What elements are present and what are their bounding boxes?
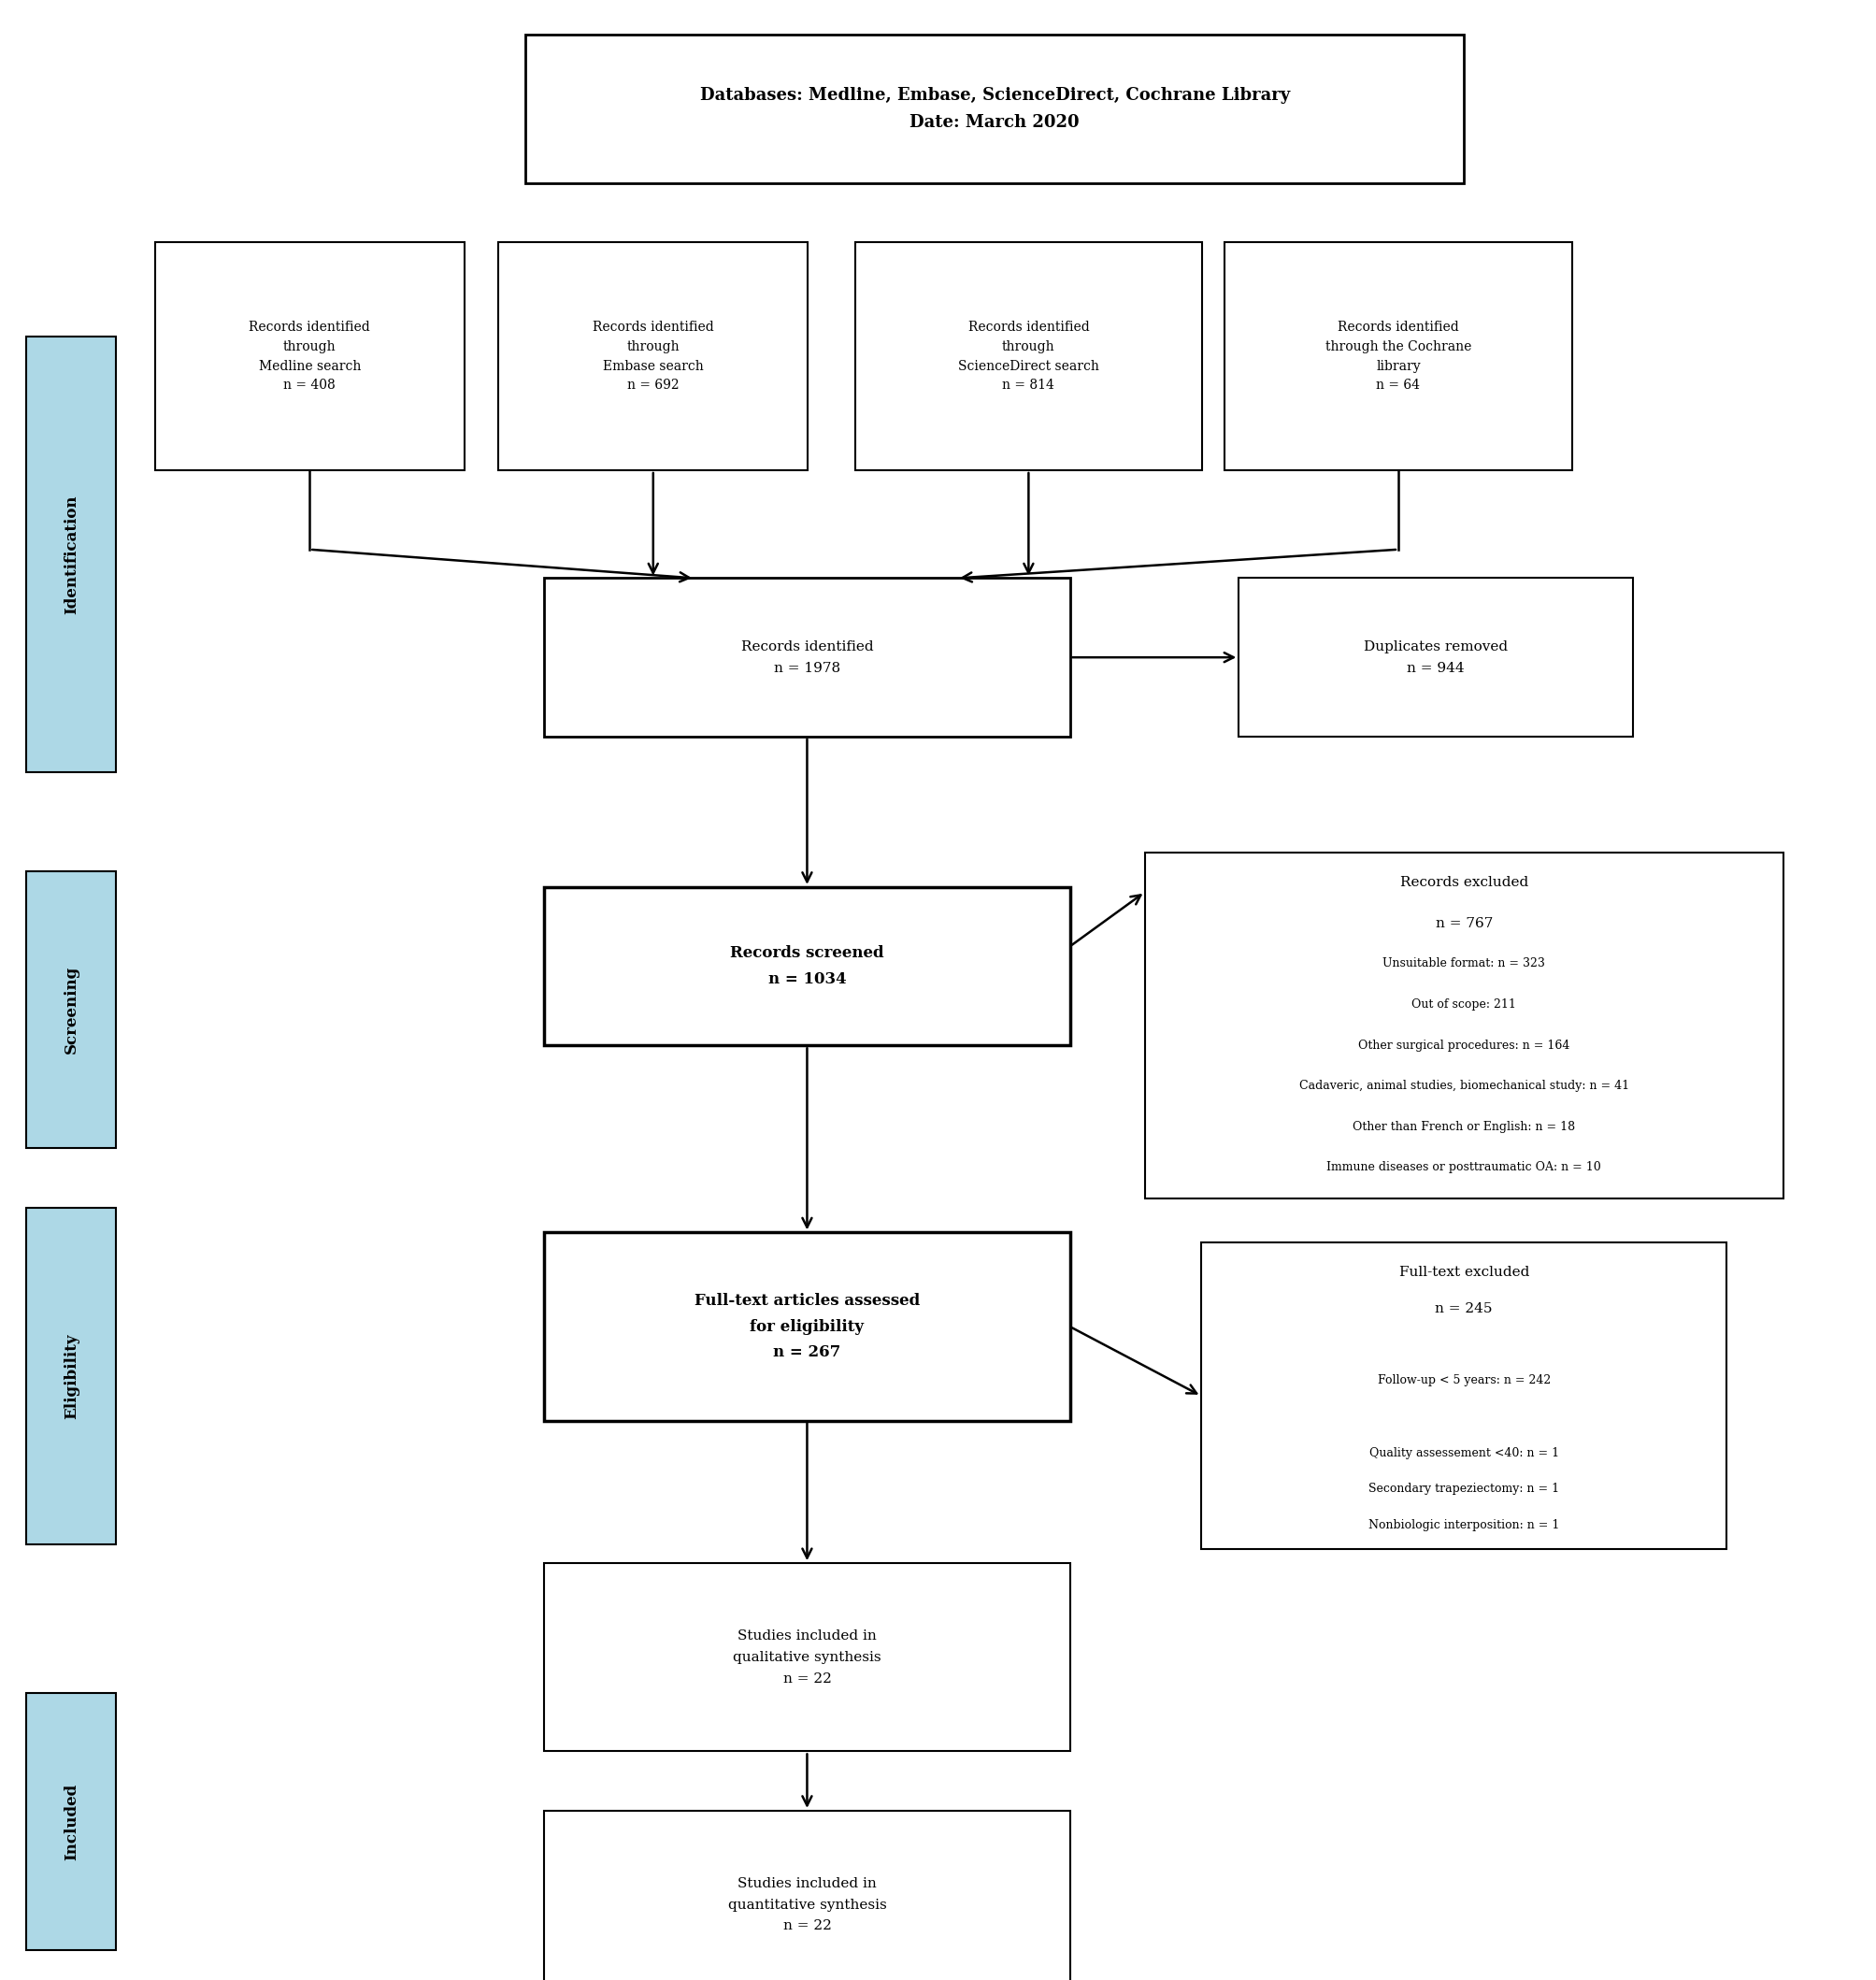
Text: Records screened
n = 1034: Records screened n = 1034 <box>730 946 884 986</box>
Text: Secondary trapeziectomy: n = 1: Secondary trapeziectomy: n = 1 <box>1368 1483 1559 1495</box>
Text: Records identified
through
Medline search
n = 408: Records identified through Medline searc… <box>250 321 370 392</box>
Text: Out of scope: 211: Out of scope: 211 <box>1411 998 1516 1010</box>
Text: Immune diseases or posttraumatic OA: n = 10: Immune diseases or posttraumatic OA: n =… <box>1326 1162 1600 1174</box>
FancyBboxPatch shape <box>26 1208 116 1544</box>
FancyBboxPatch shape <box>26 871 116 1148</box>
Text: Other surgical procedures: n = 164: Other surgical procedures: n = 164 <box>1358 1040 1568 1051</box>
Text: Records identified
through
Embase search
n = 692: Records identified through Embase search… <box>593 321 713 392</box>
FancyBboxPatch shape <box>544 1564 1069 1750</box>
FancyBboxPatch shape <box>499 244 807 471</box>
Text: n = 245: n = 245 <box>1435 1303 1491 1315</box>
Text: Included: Included <box>64 1784 79 1859</box>
FancyBboxPatch shape <box>544 578 1069 737</box>
Text: Eligibility: Eligibility <box>64 1333 79 1420</box>
FancyBboxPatch shape <box>544 1232 1069 1422</box>
FancyBboxPatch shape <box>156 244 465 471</box>
Text: Duplicates removed
n = 944: Duplicates removed n = 944 <box>1364 640 1506 675</box>
FancyBboxPatch shape <box>26 337 116 772</box>
Text: Full-text excluded: Full-text excluded <box>1398 1267 1529 1279</box>
FancyBboxPatch shape <box>1225 244 1570 471</box>
FancyBboxPatch shape <box>855 244 1203 471</box>
Text: Quality assessement <40: n = 1: Quality assessement <40: n = 1 <box>1368 1447 1559 1459</box>
FancyBboxPatch shape <box>1201 1243 1726 1548</box>
FancyBboxPatch shape <box>544 1810 1069 1980</box>
Text: Records excluded: Records excluded <box>1399 875 1527 889</box>
FancyBboxPatch shape <box>26 1693 116 1950</box>
Text: Screening: Screening <box>64 966 79 1053</box>
FancyBboxPatch shape <box>525 34 1463 182</box>
Text: Records identified
through
ScienceDirect search
n = 814: Records identified through ScienceDirect… <box>957 321 1099 392</box>
FancyBboxPatch shape <box>1144 853 1782 1200</box>
Text: Unsuitable format: n = 323: Unsuitable format: n = 323 <box>1383 958 1544 970</box>
Text: Identification: Identification <box>64 495 79 614</box>
Text: Cadaveric, animal studies, biomechanical study: n = 41: Cadaveric, animal studies, biomechanical… <box>1298 1079 1628 1093</box>
Text: n = 767: n = 767 <box>1435 917 1491 931</box>
Text: Follow-up < 5 years: n = 242: Follow-up < 5 years: n = 242 <box>1377 1374 1550 1386</box>
Text: Databases: Medline, Embase, ScienceDirect, Cochrane Library
Date: March 2020: Databases: Medline, Embase, ScienceDirec… <box>700 87 1289 131</box>
FancyBboxPatch shape <box>1238 578 1632 737</box>
Text: Studies included in
qualitative synthesis
n = 22: Studies included in qualitative synthesi… <box>734 1630 880 1685</box>
Text: Records identified
n = 1978: Records identified n = 1978 <box>741 640 872 675</box>
Text: Studies included in
quantitative synthesis
n = 22: Studies included in quantitative synthes… <box>728 1877 885 1932</box>
Text: Records identified
through the Cochrane
library
n = 64: Records identified through the Cochrane … <box>1324 321 1471 392</box>
Text: Other than French or English: n = 18: Other than French or English: n = 18 <box>1353 1121 1574 1133</box>
FancyBboxPatch shape <box>544 887 1069 1045</box>
Text: Nonbiologic interposition: n = 1: Nonbiologic interposition: n = 1 <box>1368 1519 1559 1531</box>
Text: Full-text articles assessed
for eligibility
n = 267: Full-text articles assessed for eligibil… <box>694 1293 919 1360</box>
